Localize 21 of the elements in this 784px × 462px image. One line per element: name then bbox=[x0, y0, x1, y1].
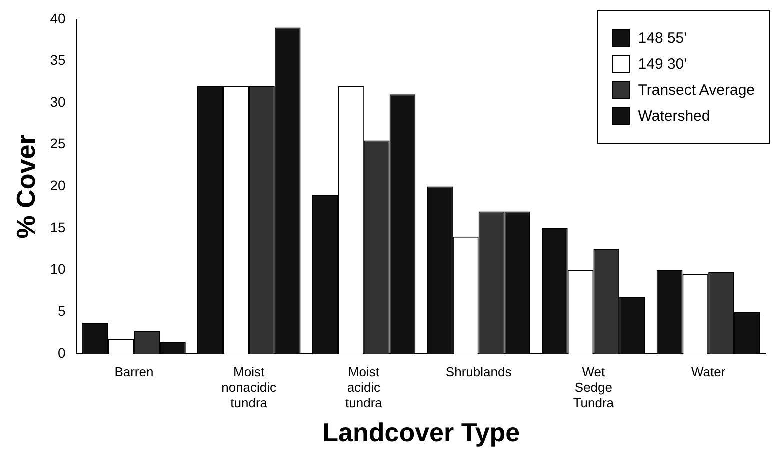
x-tick-label: Shrublands bbox=[446, 364, 512, 380]
x-tick-label: Wet Sedge Tundra bbox=[573, 364, 615, 411]
y-tick-label: 30 bbox=[50, 94, 66, 110]
legend-label: 148 55' bbox=[638, 30, 688, 46]
y-tick-label: 40 bbox=[50, 10, 66, 26]
y-axis-title: % Cover bbox=[10, 134, 41, 239]
x-tick-label: Moist nonacidic tundra bbox=[222, 364, 278, 411]
x-tick-label: Barren bbox=[114, 364, 154, 380]
legend-label: 149 30' bbox=[638, 56, 688, 72]
y-tick-label: 0 bbox=[58, 344, 66, 361]
y-tick-label: 15 bbox=[50, 219, 66, 236]
x-axis-title: Landcover Type bbox=[322, 418, 520, 448]
x-tick-label: Moist acidic tundra bbox=[346, 364, 384, 411]
y-tick-label: 5 bbox=[58, 303, 66, 320]
y-tick-label: 20 bbox=[50, 178, 66, 194]
y-tick-label: 35 bbox=[50, 52, 66, 68]
legend-label: Transect Average bbox=[638, 82, 755, 98]
y-tick-label: 10 bbox=[50, 261, 66, 278]
legend-label: Watershed bbox=[638, 108, 710, 124]
x-tick-label: Water bbox=[691, 364, 726, 380]
y-tick-label: 25 bbox=[50, 136, 66, 152]
